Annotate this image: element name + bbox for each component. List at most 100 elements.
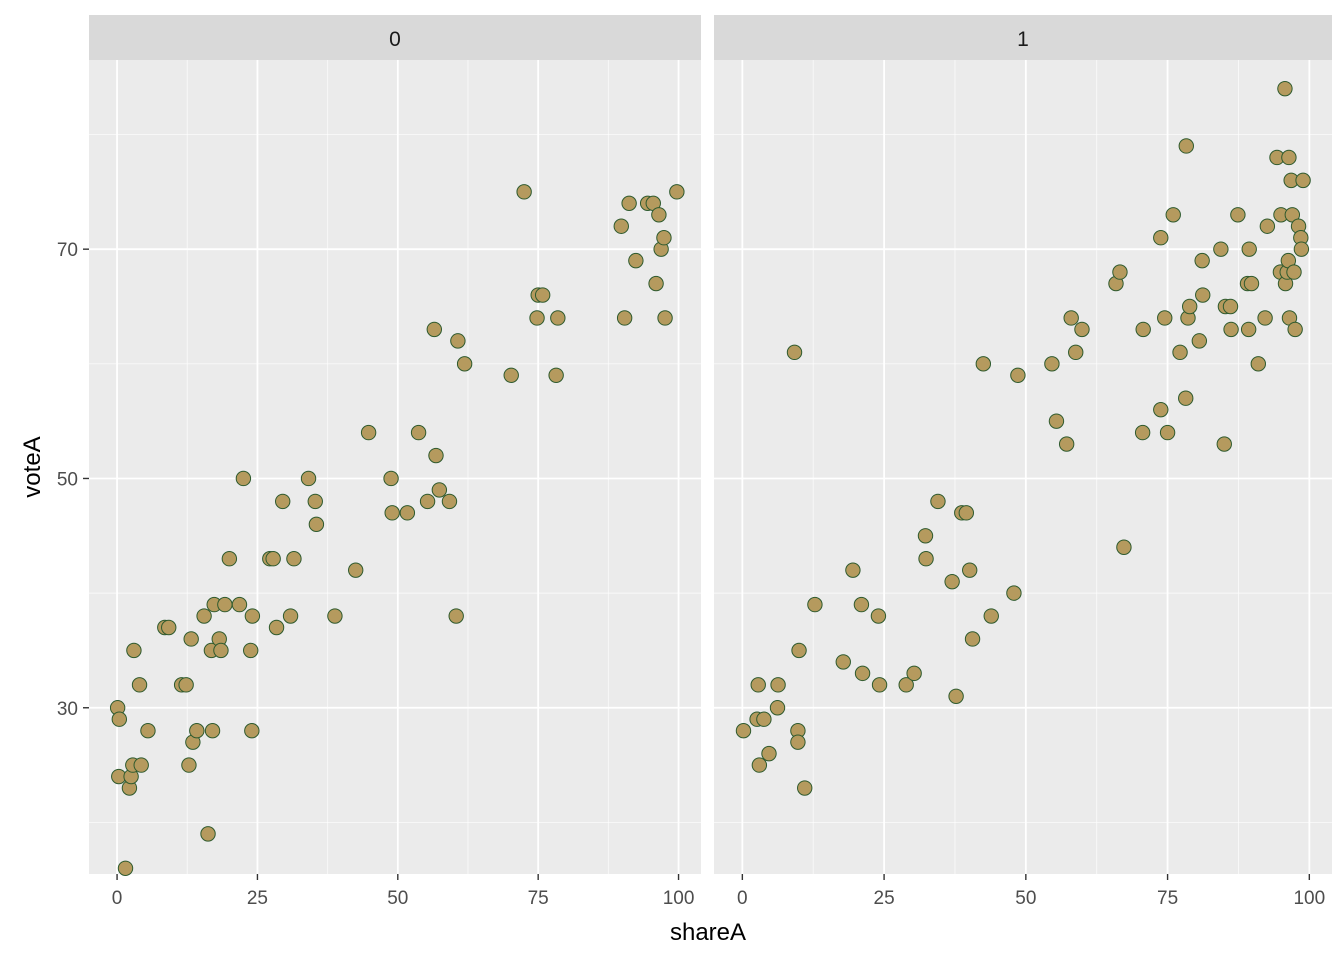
data-point xyxy=(550,310,566,326)
data-point xyxy=(548,367,564,383)
data-point xyxy=(300,470,317,487)
data-point xyxy=(428,447,444,464)
data-point xyxy=(268,619,285,636)
data-point xyxy=(213,642,229,659)
data-point xyxy=(1250,356,1266,372)
data-point xyxy=(769,700,786,716)
data-point xyxy=(1068,344,1084,361)
data-point xyxy=(1153,401,1169,418)
data-point xyxy=(456,356,473,372)
data-point xyxy=(516,184,532,200)
data-point xyxy=(282,608,299,624)
facet-strip-label: 1 xyxy=(1017,28,1029,51)
data-point xyxy=(1243,275,1260,292)
data-point xyxy=(244,722,260,739)
data-point xyxy=(1153,230,1169,246)
y-axis-title: voteA xyxy=(19,436,46,497)
panel-background xyxy=(89,60,701,874)
data-point xyxy=(178,677,194,693)
data-point xyxy=(1230,207,1246,223)
data-point xyxy=(347,562,364,578)
data-point xyxy=(503,367,519,383)
data-point xyxy=(327,608,343,624)
x-tick-label: 0 xyxy=(737,888,748,909)
data-point xyxy=(384,505,400,521)
data-point xyxy=(1157,310,1173,326)
data-point xyxy=(441,493,458,510)
data-point xyxy=(1116,539,1132,555)
data-point xyxy=(1257,310,1273,326)
data-point xyxy=(1194,252,1210,269)
data-point xyxy=(761,745,777,762)
data-point xyxy=(918,551,934,567)
panel-background xyxy=(714,60,1332,874)
data-point xyxy=(751,757,768,773)
data-point xyxy=(399,505,416,521)
data-point xyxy=(964,631,981,647)
data-point xyxy=(944,573,960,590)
data-point xyxy=(835,654,851,670)
data-point xyxy=(1044,356,1060,372)
data-point xyxy=(419,493,436,510)
x-tick-label: 0 xyxy=(112,888,123,909)
facet-panel-0: 0 0 25 50 75 100 30 50 70 xyxy=(57,15,701,909)
data-point xyxy=(871,677,888,693)
data-point xyxy=(1191,333,1208,349)
data-point xyxy=(126,642,142,659)
data-point xyxy=(1165,207,1181,223)
data-point xyxy=(1241,241,1257,257)
data-point xyxy=(1181,298,1198,315)
data-point xyxy=(669,184,685,200)
data-point xyxy=(161,619,177,636)
data-point xyxy=(217,596,233,613)
data-point xyxy=(870,608,887,624)
data-point xyxy=(1223,321,1239,338)
data-point xyxy=(534,287,551,303)
data-point xyxy=(628,252,644,269)
x-tick-label: 25 xyxy=(247,888,268,909)
data-point xyxy=(204,722,221,739)
data-point xyxy=(383,470,399,487)
data-point xyxy=(656,230,672,246)
data-point xyxy=(651,207,667,223)
data-point xyxy=(231,596,248,613)
data-point xyxy=(111,711,128,727)
x-tick-label: 100 xyxy=(1293,888,1325,909)
x-tick-label: 75 xyxy=(528,888,549,909)
data-point xyxy=(117,860,134,876)
data-point xyxy=(845,562,861,578)
data-point xyxy=(906,665,922,682)
data-point xyxy=(529,310,545,326)
data-point xyxy=(1112,264,1128,280)
data-point xyxy=(1048,413,1065,429)
data-point xyxy=(1172,344,1188,361)
data-point xyxy=(1134,424,1151,441)
facet-strip-label: 0 xyxy=(389,28,401,51)
data-point xyxy=(735,722,752,739)
data-point xyxy=(1222,298,1239,315)
x-tick-label: 100 xyxy=(663,888,695,909)
y-tick-label: 70 xyxy=(57,240,78,261)
data-point xyxy=(1135,321,1151,338)
data-point xyxy=(756,711,772,727)
data-point xyxy=(1159,424,1176,441)
data-point xyxy=(426,321,443,338)
data-point xyxy=(360,424,377,441)
data-point xyxy=(930,493,946,510)
facet-strip xyxy=(89,15,701,60)
data-point xyxy=(243,642,259,659)
data-point xyxy=(140,722,156,739)
data-point xyxy=(1286,264,1302,280)
data-point xyxy=(265,551,281,567)
x-tick-label: 50 xyxy=(387,888,408,909)
data-point xyxy=(183,631,199,647)
data-point xyxy=(1063,310,1079,326)
data-point xyxy=(131,677,148,693)
data-point xyxy=(221,551,238,567)
data-point xyxy=(613,218,629,234)
data-point xyxy=(431,482,448,498)
data-point xyxy=(1287,321,1303,338)
data-point xyxy=(450,333,466,349)
data-point xyxy=(286,551,302,567)
data-point xyxy=(133,757,149,773)
